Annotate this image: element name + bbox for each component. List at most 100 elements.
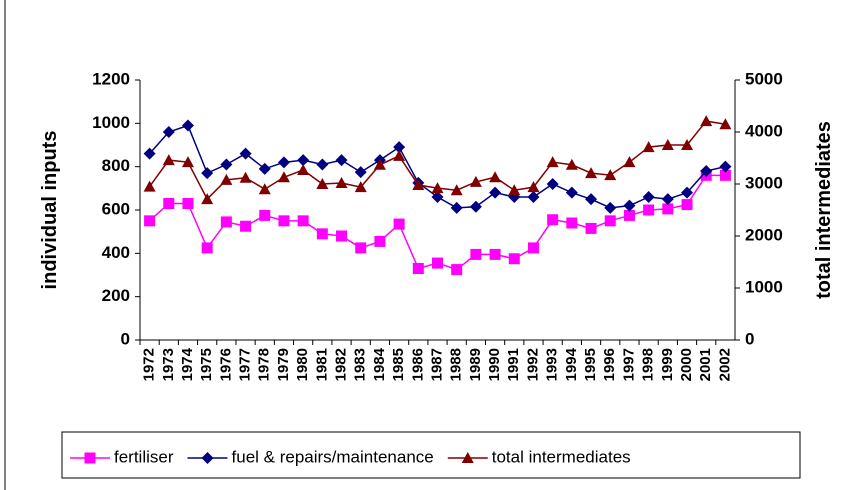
data-point bbox=[469, 200, 482, 213]
x-tick-label: 1975 bbox=[198, 348, 215, 381]
data-point bbox=[585, 222, 597, 234]
data-point bbox=[719, 160, 732, 173]
x-tick-label: 1976 bbox=[217, 348, 234, 381]
data-point bbox=[546, 156, 559, 168]
x-tick-label: 1999 bbox=[659, 348, 676, 381]
data-point bbox=[681, 139, 694, 150]
y2-tick-label: 5000 bbox=[745, 69, 783, 88]
data-point bbox=[297, 154, 310, 167]
x-tick-label: 1995 bbox=[582, 348, 599, 381]
data-point bbox=[642, 141, 655, 153]
data-point bbox=[508, 253, 520, 265]
x-tick-label: 1993 bbox=[544, 348, 561, 381]
y2-axis-label: total intermediates bbox=[813, 121, 835, 299]
data-point bbox=[547, 214, 559, 226]
y-axis-label: individual inputs bbox=[39, 131, 61, 290]
data-point bbox=[316, 178, 329, 189]
data-point bbox=[546, 178, 559, 190]
data-point bbox=[316, 158, 329, 171]
x-tick-label: 1974 bbox=[179, 347, 196, 381]
data-point bbox=[661, 193, 674, 206]
x-tick-label: 2001 bbox=[697, 348, 714, 381]
x-tick-label: 1979 bbox=[275, 348, 292, 381]
data-point bbox=[719, 118, 732, 130]
data-point bbox=[393, 141, 406, 154]
y-tick-label: 0 bbox=[121, 329, 130, 348]
legend-marker bbox=[461, 452, 474, 463]
data-point bbox=[373, 158, 386, 170]
x-tick-label: 1997 bbox=[620, 348, 637, 381]
data-point bbox=[182, 198, 194, 209]
data-point bbox=[585, 193, 598, 206]
y-tick-label: 800 bbox=[102, 156, 130, 175]
data-point bbox=[143, 180, 156, 192]
data-point bbox=[681, 199, 693, 211]
legend-marker bbox=[84, 452, 96, 464]
legend-label: total intermediates bbox=[492, 447, 631, 466]
y2-tick-label: 0 bbox=[745, 329, 754, 348]
data-point bbox=[469, 175, 482, 187]
data-point bbox=[623, 209, 635, 221]
data-point bbox=[335, 176, 348, 188]
data-point bbox=[412, 179, 425, 191]
data-point bbox=[431, 191, 444, 203]
data-point bbox=[412, 263, 424, 274]
x-tick-label: 1991 bbox=[505, 348, 522, 381]
data-point bbox=[162, 154, 175, 166]
data-point bbox=[585, 167, 598, 179]
data-point bbox=[451, 264, 463, 276]
data-point bbox=[240, 220, 252, 232]
data-point bbox=[508, 184, 521, 196]
x-tick-label: 1984 bbox=[371, 347, 388, 381]
data-point bbox=[181, 156, 194, 168]
data-point bbox=[316, 228, 328, 240]
data-point bbox=[432, 257, 443, 269]
data-point bbox=[336, 230, 348, 242]
data-point bbox=[201, 167, 214, 180]
x-tick-label: 1982 bbox=[333, 348, 350, 381]
y-tick-label: 1200 bbox=[92, 69, 130, 88]
legend-marker bbox=[201, 452, 214, 464]
data-point bbox=[354, 166, 367, 179]
y-tick-label: 400 bbox=[102, 243, 130, 262]
data-point bbox=[297, 215, 309, 227]
x-tick-label: 1992 bbox=[524, 348, 541, 381]
data-point bbox=[144, 215, 156, 227]
legend-box bbox=[61, 431, 801, 479]
data-point bbox=[700, 165, 713, 177]
data-point bbox=[489, 171, 502, 183]
data-point bbox=[201, 193, 214, 205]
data-point bbox=[277, 156, 290, 169]
data-point bbox=[239, 171, 252, 183]
data-point bbox=[566, 217, 578, 229]
data-point bbox=[239, 147, 252, 160]
data-point bbox=[527, 181, 540, 193]
y2-tick-label: 2000 bbox=[745, 225, 783, 244]
data-point bbox=[297, 163, 310, 175]
data-point bbox=[623, 156, 636, 168]
data-point bbox=[719, 169, 731, 181]
data-point bbox=[489, 248, 501, 260]
x-tick-label: 1989 bbox=[467, 348, 484, 381]
data-point bbox=[143, 147, 156, 160]
x-tick-label: 1977 bbox=[237, 348, 254, 381]
data-point bbox=[201, 242, 213, 254]
data-point bbox=[393, 218, 405, 230]
data-point bbox=[450, 184, 463, 196]
x-tick-label: 2000 bbox=[678, 348, 695, 381]
legend-label: fertiliser bbox=[114, 447, 174, 466]
x-tick-label: 1981 bbox=[313, 348, 330, 381]
x-tick-label: 1978 bbox=[256, 348, 273, 381]
data-point bbox=[431, 182, 444, 194]
data-point bbox=[181, 119, 194, 132]
data-point bbox=[604, 201, 617, 214]
data-point bbox=[623, 199, 636, 212]
data-point bbox=[259, 209, 271, 221]
data-point bbox=[354, 181, 367, 193]
y2-tick-label: 3000 bbox=[745, 173, 783, 192]
data-point bbox=[163, 198, 175, 209]
x-tick-label: 1990 bbox=[486, 348, 503, 381]
x-tick-label: 2002 bbox=[716, 348, 733, 381]
x-tick-label: 1988 bbox=[448, 348, 465, 381]
